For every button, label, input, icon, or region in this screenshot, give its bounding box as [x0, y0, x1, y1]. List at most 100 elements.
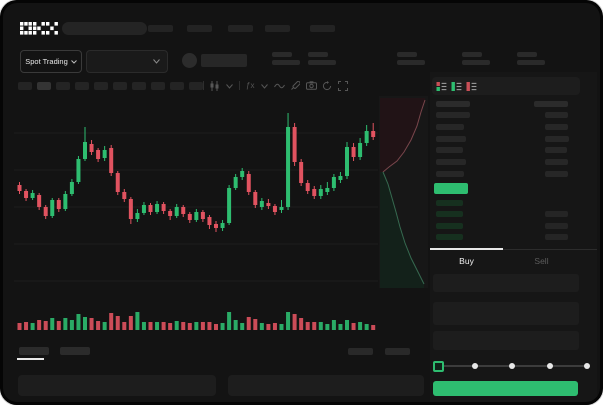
- nav-item-placeholder[interactable]: [265, 25, 290, 32]
- ask-row-price[interactable]: [436, 147, 463, 154]
- ask-row-price[interactable]: [436, 123, 464, 130]
- last-price-bar[interactable]: [434, 183, 468, 194]
- draw-icon[interactable]: [290, 81, 300, 91]
- chevron-down-icon[interactable]: [261, 84, 268, 89]
- candle-body: [187, 214, 192, 220]
- ask-row-price[interactable]: [436, 159, 466, 166]
- logo-block: [41, 22, 45, 26]
- trade-input-placeholder[interactable]: [433, 274, 579, 292]
- buy-button[interactable]: [433, 381, 578, 396]
- toolbar-divider: [239, 81, 240, 90]
- bottom-tab-placeholder[interactable]: [60, 347, 90, 355]
- timeframe-button[interactable]: [113, 82, 127, 90]
- ask-row-price[interactable]: [436, 112, 470, 118]
- volume-bar: [17, 323, 22, 330]
- bid-row-price[interactable]: [436, 200, 463, 206]
- indicators-icon[interactable]: ƒx: [246, 81, 255, 90]
- timeframe-button[interactable]: [151, 82, 165, 90]
- candle-body: [96, 150, 101, 159]
- bottom-tab-placeholder[interactable]: [19, 347, 49, 355]
- timeframe-button[interactable]: [170, 82, 184, 90]
- candle-body: [56, 200, 61, 209]
- ask-row-amount[interactable]: [545, 123, 568, 130]
- nav-item-placeholder[interactable]: [187, 25, 212, 32]
- spot-trading-button[interactable]: Spot Trading: [20, 50, 82, 73]
- fullscreen-icon[interactable]: [338, 81, 348, 91]
- slider-handle[interactable]: [432, 361, 444, 372]
- bottom-tab-underline: [17, 358, 44, 360]
- nav-item-placeholder[interactable]: [228, 25, 253, 32]
- timeframe-button[interactable]: [37, 82, 51, 90]
- candle-body: [115, 173, 120, 192]
- volume-bar: [141, 322, 146, 330]
- camera-icon[interactable]: [306, 81, 317, 90]
- candle-body: [161, 204, 166, 211]
- wave-icon[interactable]: [274, 83, 285, 89]
- pair-select[interactable]: [86, 50, 168, 73]
- bid-row-price[interactable]: [436, 222, 463, 229]
- ask-row-amount[interactable]: [545, 159, 568, 166]
- volume-bar: [96, 321, 101, 330]
- nav-item-placeholder[interactable]: [310, 25, 335, 32]
- volume-bar: [200, 322, 205, 330]
- bid-row-amount[interactable]: [545, 222, 568, 229]
- bid-row-amount[interactable]: [545, 211, 568, 218]
- book-asks-icon[interactable]: [466, 81, 477, 92]
- logo-block: [54, 31, 58, 35]
- candle-body: [200, 212, 205, 219]
- timeframe-button[interactable]: [56, 82, 70, 90]
- search-input[interactable]: [62, 22, 147, 35]
- volume-bar: [305, 322, 310, 330]
- tab-buy[interactable]: Buy: [430, 254, 503, 268]
- timeframe-button[interactable]: [18, 82, 32, 90]
- volume-bar: [89, 318, 94, 330]
- candle-body: [331, 177, 336, 188]
- reset-icon[interactable]: [322, 81, 332, 91]
- book-bids-icon[interactable]: [451, 81, 462, 92]
- logo-block: [28, 22, 32, 26]
- ask-row-price[interactable]: [436, 171, 464, 177]
- logo-block: [33, 31, 37, 35]
- chevron-down-icon: [153, 59, 160, 64]
- logo-block: [24, 22, 28, 26]
- candle-body: [128, 199, 133, 219]
- ask-row-price[interactable]: [436, 135, 466, 142]
- volume-bar: [272, 323, 277, 330]
- toolbar-divider: [203, 81, 204, 90]
- slider-stop[interactable]: [546, 363, 553, 369]
- timeframe-button[interactable]: [94, 82, 108, 90]
- volume-bar: [318, 322, 323, 330]
- okx-logo[interactable]: [20, 22, 58, 36]
- ask-row-amount[interactable]: [545, 171, 568, 177]
- tab-sell[interactable]: Sell: [505, 254, 578, 268]
- chevron-down-icon[interactable]: [226, 84, 233, 89]
- bottom-panel: [18, 375, 216, 396]
- nav-item-placeholder[interactable]: [148, 25, 173, 32]
- slider-stop[interactable]: [509, 363, 515, 369]
- candle-body: [220, 223, 225, 228]
- timeframe-button[interactable]: [189, 82, 203, 90]
- ask-row-amount[interactable]: [545, 135, 569, 142]
- bottom-right-placeholder[interactable]: [348, 348, 373, 355]
- candle-style-icon[interactable]: [209, 81, 220, 91]
- trade-input-placeholder[interactable]: [433, 331, 579, 350]
- volume-bar: [24, 322, 29, 330]
- volume-bar: [364, 324, 369, 330]
- timeframe-button[interactable]: [132, 82, 146, 90]
- bid-row-price[interactable]: [436, 211, 463, 218]
- ask-row-amount[interactable]: [545, 147, 567, 154]
- book-combined-icon[interactable]: [436, 81, 447, 92]
- candle-body: [233, 177, 238, 188]
- bid-row-amount[interactable]: [545, 234, 568, 241]
- logo-block: [20, 26, 24, 31]
- bid-row-price[interactable]: [436, 234, 463, 241]
- bottom-right-placeholder[interactable]: [385, 348, 410, 355]
- slider-stop[interactable]: [471, 363, 478, 369]
- slider-stop[interactable]: [584, 363, 590, 369]
- ask-row-amount[interactable]: [545, 112, 568, 118]
- volume-bar: [331, 320, 336, 330]
- timeframe-button[interactable]: [75, 82, 89, 90]
- trade-input-placeholder[interactable]: [433, 302, 579, 325]
- ticker-stat-value: [308, 60, 336, 65]
